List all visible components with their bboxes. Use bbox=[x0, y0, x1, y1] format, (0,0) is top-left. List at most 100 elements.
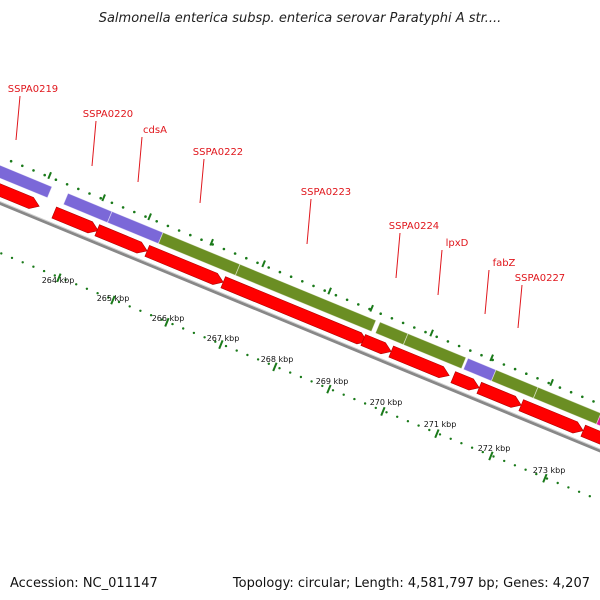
outer-tick bbox=[121, 206, 125, 209]
outer-tick bbox=[278, 270, 282, 274]
gene-label-lpxd: lpxD bbox=[446, 238, 469, 249]
outer-tick bbox=[301, 280, 304, 283]
outer-tick bbox=[166, 224, 170, 228]
outer-tick-ring bbox=[9, 159, 595, 403]
scale-tick bbox=[396, 415, 399, 418]
cds-arrow bbox=[144, 245, 224, 285]
gene-label-sspa0220: SSPA0220 bbox=[83, 109, 133, 120]
outer-tick bbox=[88, 192, 91, 195]
scale-tick bbox=[310, 380, 313, 383]
leader-line bbox=[484, 269, 490, 315]
outer-tick bbox=[289, 275, 293, 279]
outer-tick bbox=[592, 400, 595, 403]
kbp-label: 264 kbp bbox=[42, 276, 75, 285]
scale-tick bbox=[0, 252, 3, 255]
scale-tick bbox=[53, 274, 56, 277]
outer-tick bbox=[390, 317, 394, 320]
scale-tick bbox=[128, 305, 131, 308]
backbone-line bbox=[0, 201, 600, 453]
scale-tick bbox=[321, 384, 324, 388]
cds-arrow bbox=[51, 206, 99, 234]
label-leader-lines bbox=[15, 95, 523, 329]
outer-tick-dash bbox=[209, 238, 214, 246]
kbp-label: 266 kbp bbox=[152, 314, 185, 323]
scale-tick bbox=[363, 402, 367, 405]
scale-tick bbox=[588, 495, 591, 498]
scale-tick bbox=[492, 455, 495, 458]
outer-tick bbox=[43, 173, 46, 177]
outer-tick bbox=[525, 372, 528, 376]
scale-tick bbox=[567, 486, 570, 489]
outer-tick bbox=[446, 340, 450, 343]
scale-tick bbox=[481, 450, 484, 454]
scale-tick bbox=[224, 344, 228, 348]
outer-tick bbox=[513, 367, 517, 371]
scale-tick bbox=[417, 424, 420, 427]
cds-arrow bbox=[0, 183, 40, 209]
outer-tick bbox=[110, 201, 114, 205]
scale-tick bbox=[149, 314, 153, 317]
gene-label-sspa0223: SSPA0223 bbox=[301, 187, 351, 198]
outer-tick bbox=[502, 363, 506, 366]
gene-label-sspa0222: SSPA0222 bbox=[193, 147, 243, 158]
scale-tick bbox=[192, 331, 196, 335]
scale-tick bbox=[246, 353, 249, 357]
scale-tick bbox=[406, 420, 410, 423]
kbp-tick bbox=[110, 295, 116, 305]
scale-tick bbox=[342, 393, 345, 396]
scale-tick bbox=[139, 309, 142, 312]
outer-tick bbox=[9, 159, 13, 163]
kbp-label: 271 kbp bbox=[424, 420, 457, 429]
outer-tick bbox=[345, 298, 349, 302]
outer-tick bbox=[569, 390, 573, 394]
kbp-tick bbox=[380, 406, 386, 416]
scale-labels: 264 kbp 265 kbp 266 kbp 267 kbp 268 kbp 269 k… bbox=[42, 276, 566, 475]
outer-tick bbox=[469, 349, 472, 352]
outer-tick bbox=[267, 266, 271, 269]
leader-line bbox=[517, 284, 523, 329]
scale-tick bbox=[107, 296, 110, 299]
outer-tick bbox=[233, 252, 237, 255]
kbp-label: 265 kbp bbox=[97, 294, 130, 303]
outer-tick bbox=[177, 229, 181, 232]
outer-tick-dash bbox=[369, 304, 374, 312]
cds-arrow bbox=[476, 381, 522, 408]
outer-tick bbox=[99, 196, 102, 200]
kbp-tick bbox=[326, 384, 332, 394]
scale-tick bbox=[171, 322, 174, 326]
cds-arrow bbox=[450, 371, 480, 391]
outer-tick bbox=[558, 386, 562, 389]
scale-tick bbox=[214, 340, 217, 343]
blast-hit-segment bbox=[234, 263, 377, 333]
outer-tick bbox=[155, 220, 158, 223]
outer-tick bbox=[401, 321, 405, 325]
outer-tick-dash bbox=[261, 260, 266, 268]
kbp-tick bbox=[542, 473, 548, 483]
outer-tick bbox=[133, 210, 136, 214]
leader-line bbox=[137, 136, 143, 183]
scale-tick bbox=[353, 397, 356, 401]
scale-tick bbox=[428, 428, 431, 432]
blast-hit-segment bbox=[402, 333, 467, 370]
gene-label-sspa0219: SSPA0219 bbox=[8, 84, 58, 95]
cds-arrow bbox=[360, 334, 392, 355]
kbp-label: 273 kbp bbox=[533, 466, 566, 475]
outer-tick bbox=[547, 381, 550, 385]
scale-tick bbox=[535, 472, 538, 476]
kbp-label: 268 kbp bbox=[261, 355, 294, 364]
scale-tick bbox=[278, 367, 281, 370]
cds-arrow bbox=[580, 424, 600, 445]
outer-tick bbox=[581, 395, 584, 399]
gene-label-sspa0224: SSPA0224 bbox=[389, 221, 439, 232]
leader-line bbox=[15, 95, 21, 141]
kbp-label: 272 kbp bbox=[478, 444, 511, 453]
outer-tick bbox=[77, 187, 80, 191]
scale-tick bbox=[513, 464, 517, 467]
scale-tick bbox=[385, 411, 388, 414]
outer-tick bbox=[200, 238, 203, 241]
outer-tick bbox=[189, 233, 192, 237]
kbp-label: 267 kbp bbox=[207, 334, 240, 343]
gene-label-sspa0227: SSPA0227 bbox=[515, 273, 565, 284]
gene-labels: SSPA0219 SSPA0220 cdsA SSPA0222 SSPA0223 SSPA… bbox=[8, 84, 565, 284]
